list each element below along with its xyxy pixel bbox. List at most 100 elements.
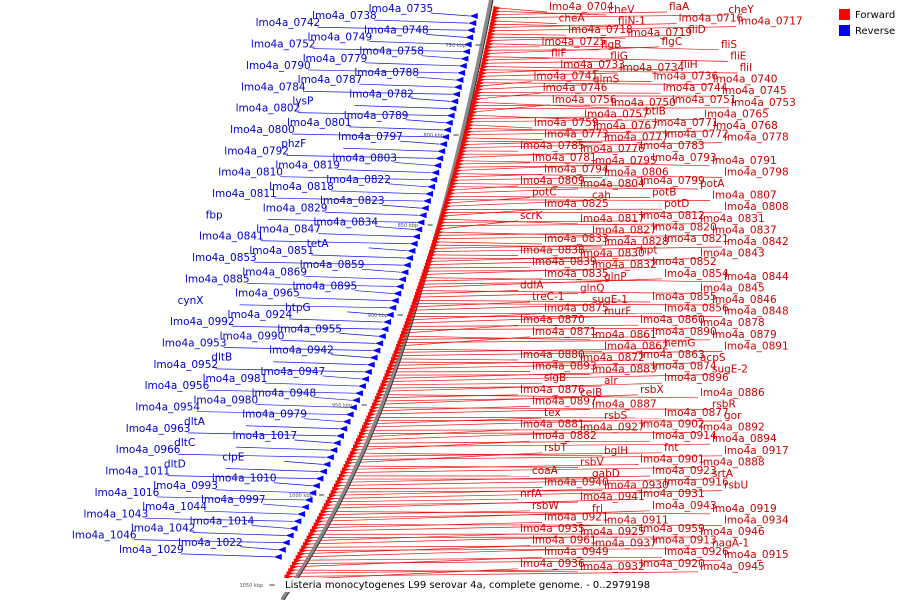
reverse-gene-label: lmo4a_0829 bbox=[263, 202, 328, 214]
reverse-gene-arrow bbox=[458, 62, 467, 69]
forward-leader-line bbox=[301, 545, 531, 555]
forward-leader-line bbox=[393, 361, 579, 364]
forward-gene-label: lmo4a_0860 bbox=[640, 314, 705, 326]
forward-gene-arrow bbox=[401, 330, 410, 336]
forward-leader-line bbox=[429, 255, 639, 262]
reverse-gene-label: lmo4a_0997 bbox=[201, 494, 266, 506]
forward-gene-label: lmo4a_0842 bbox=[724, 236, 789, 248]
forward-leader-line bbox=[288, 571, 699, 577]
reverse-gene-label: lmo4a_1016 bbox=[95, 487, 160, 499]
forward-gene-arrow bbox=[399, 334, 408, 340]
reverse-gene-label: lmo4a_0801 bbox=[287, 117, 352, 129]
forward-gene-arrow bbox=[325, 499, 334, 505]
forward-gene-arrow bbox=[356, 438, 365, 444]
forward-gene-label: lmo4a_0741 bbox=[534, 71, 599, 83]
forward-gene-label: nrfA bbox=[520, 488, 543, 500]
forward-gene-arrow bbox=[410, 304, 419, 310]
forward-gene-label: lmo4a_0765 bbox=[704, 108, 769, 120]
reverse-gene-arrow bbox=[463, 41, 472, 48]
forward-gene-arrow bbox=[443, 204, 452, 210]
reverse-gene-label: lmo4a_0948 bbox=[252, 387, 317, 399]
forward-gene-label: lmo4a_0852 bbox=[652, 256, 717, 268]
forward-gene-arrow bbox=[323, 503, 332, 509]
reverse-gene-arrow bbox=[315, 475, 324, 482]
forward-gene-arrow bbox=[297, 551, 306, 557]
forward-leader-line bbox=[442, 220, 639, 223]
forward-gene-arrow bbox=[317, 516, 326, 522]
forward-gene-label: ddlA bbox=[520, 279, 544, 291]
forward-leader-line bbox=[315, 522, 543, 529]
forward-gene-label: lmo4a_0757 bbox=[584, 108, 649, 120]
reverse-leader-line bbox=[215, 368, 364, 373]
reverse-gene-label: lmo4a_0738 bbox=[312, 10, 377, 22]
forward-leader-line bbox=[480, 82, 711, 85]
forward-gene-arrow bbox=[360, 428, 369, 434]
forward-leader-line bbox=[326, 498, 639, 509]
reverse-gene-arrow bbox=[444, 119, 453, 126]
forward-gene-label: lmo4a_0879 bbox=[712, 329, 777, 341]
reverse-leader-line bbox=[274, 197, 423, 202]
forward-gene-label: lmo4a_0804 bbox=[580, 178, 645, 190]
reverse-leader-line bbox=[359, 83, 454, 88]
forward-gene-arrow bbox=[377, 389, 386, 395]
forward-gene-arrow bbox=[290, 564, 299, 570]
forward-gene-arrow bbox=[387, 366, 396, 372]
reverse-gene-arrow bbox=[425, 190, 434, 197]
forward-leader-line bbox=[322, 510, 531, 516]
reverse-leader-line bbox=[304, 275, 399, 280]
forward-gene-label: lmo4a_0946 bbox=[700, 526, 765, 538]
forward-gene-label: lmo4a_0923 bbox=[652, 465, 717, 477]
reverse-gene-arrow bbox=[446, 112, 455, 119]
forward-gene-arrow bbox=[413, 295, 422, 301]
forward-gene-arrow bbox=[310, 529, 319, 535]
forward-gene-arrow bbox=[459, 148, 468, 154]
forward-leader-line bbox=[496, 10, 607, 16]
reverse-gene-label: lmo4a_0869 bbox=[242, 266, 307, 278]
forward-gene-arrow bbox=[411, 301, 420, 307]
forward-gene-arrow bbox=[363, 421, 372, 427]
forward-leader-line bbox=[292, 569, 579, 573]
forward-gene-label: lmo4a_0874 bbox=[652, 361, 717, 373]
forward-gene-arrow bbox=[389, 360, 398, 366]
forward-gene-label: lmo4a_0756 bbox=[552, 94, 617, 106]
reverse-gene-arrow bbox=[420, 205, 429, 212]
forward-gene-arrow bbox=[442, 207, 451, 213]
forward-gene-label: lmo4a_0828 bbox=[604, 236, 669, 248]
forward-leader-line bbox=[487, 46, 660, 54]
forward-gene-label: lmo4a_0894 bbox=[712, 433, 777, 445]
scale-tick-label: 850 kbp bbox=[398, 223, 418, 229]
forward-gene-label: scrK bbox=[520, 210, 544, 222]
forward-gene-arrows bbox=[282, 6, 502, 583]
forward-gene-arrow bbox=[457, 155, 466, 161]
reverse-leader-line bbox=[260, 240, 410, 245]
forward-gene-label: lmo4a_0911 bbox=[604, 514, 669, 526]
reverse-gene-arrow bbox=[453, 84, 462, 91]
reverse-leader-line bbox=[394, 162, 434, 166]
reverse-gene-label: lmo4a_0992 bbox=[170, 316, 235, 328]
forward-gene-label: lmo4a_0940 bbox=[544, 477, 609, 489]
forward-leader-line bbox=[396, 351, 723, 356]
forward-gene-label: lmo4a_0920 bbox=[640, 558, 705, 570]
forward-gene-label: lmo4a_0821 bbox=[664, 233, 729, 245]
forward-gene-label: lmo4a_0812 bbox=[640, 210, 705, 222]
reverse-gene-arrow bbox=[383, 319, 392, 326]
forward-leader-line bbox=[456, 173, 723, 178]
forward-leader-line bbox=[450, 196, 651, 198]
forward-gene-arrow bbox=[436, 226, 445, 232]
reverse-leader-line bbox=[354, 105, 449, 109]
forward-leader-line bbox=[364, 429, 639, 431]
forward-gene-label: lmo4a_0809 bbox=[520, 175, 585, 187]
forward-gene-label: lmo4a_0893 bbox=[532, 361, 597, 373]
forward-leader-line bbox=[469, 127, 592, 132]
reverse-gene-arrow bbox=[398, 276, 407, 283]
reverse-leader-line bbox=[225, 468, 319, 472]
reverse-leader-line bbox=[273, 361, 367, 366]
forward-gene-label: nagA-1 bbox=[712, 538, 749, 550]
reverse-gene-label: lmo4a_0787 bbox=[298, 74, 363, 86]
reverse-leader-line bbox=[421, 55, 461, 60]
reverse-gene-label: lmo4a_0965 bbox=[235, 288, 300, 300]
reverse-gene-label: lmo4a_0800 bbox=[230, 124, 295, 136]
forward-leader-line bbox=[314, 525, 603, 532]
reverse-gene-label: tetA bbox=[307, 238, 330, 250]
forward-gene-arrow bbox=[345, 460, 354, 466]
